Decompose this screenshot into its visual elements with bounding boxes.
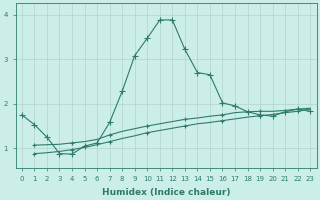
X-axis label: Humidex (Indice chaleur): Humidex (Indice chaleur) [102, 188, 230, 197]
